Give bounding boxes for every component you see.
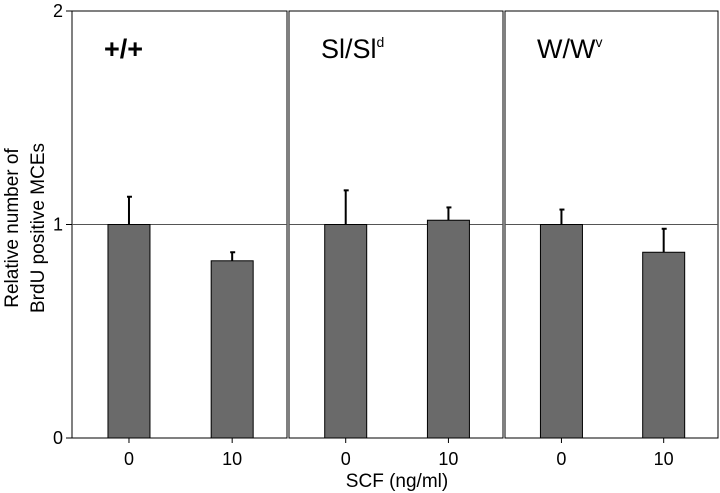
panel-label-superscript: v <box>595 34 602 50</box>
panel-label-text: W/W <box>537 34 596 64</box>
x-tick-label: 0 <box>124 449 134 469</box>
panel-label-superscript: d <box>377 34 385 50</box>
y-tick-label: 0 <box>53 428 63 448</box>
x-axis-label: SCF (ng/ml) <box>346 471 448 492</box>
y-axis-label-line2: BrdU positive MCEs <box>28 143 49 313</box>
x-tick-label: 10 <box>654 449 674 469</box>
bar <box>539 224 583 439</box>
x-tick-label: 0 <box>341 449 351 469</box>
bar <box>107 224 151 439</box>
bar <box>426 219 470 439</box>
y-axis: 0 1 2 <box>53 1 72 448</box>
x-tick-label: 10 <box>438 449 458 469</box>
panel-2: Sl/Sld 0 10 <box>288 10 504 469</box>
x-tick-label: 10 <box>222 449 242 469</box>
panel-label: +/+ <box>104 34 143 64</box>
chart-panels: +/+ 0 10 Sl/Sld 0 10 W/Wv 0 10 <box>71 10 719 469</box>
panel-label-text: Sl/Sl <box>321 34 377 64</box>
panel-label-text: +/+ <box>104 34 143 64</box>
y-tick-label: 1 <box>53 215 63 235</box>
y-tick-label: 2 <box>53 1 63 21</box>
bar <box>324 224 368 439</box>
bar <box>642 251 686 439</box>
panel-label: Sl/Sld <box>321 34 384 64</box>
panel-1: +/+ 0 10 <box>71 10 288 469</box>
panel-label: W/Wv <box>537 34 602 64</box>
y-axis-label-line1: Relative number of <box>2 148 23 308</box>
x-tick-label: 0 <box>556 449 566 469</box>
bar <box>210 260 254 439</box>
panel-3: W/Wv 0 10 <box>504 10 719 469</box>
